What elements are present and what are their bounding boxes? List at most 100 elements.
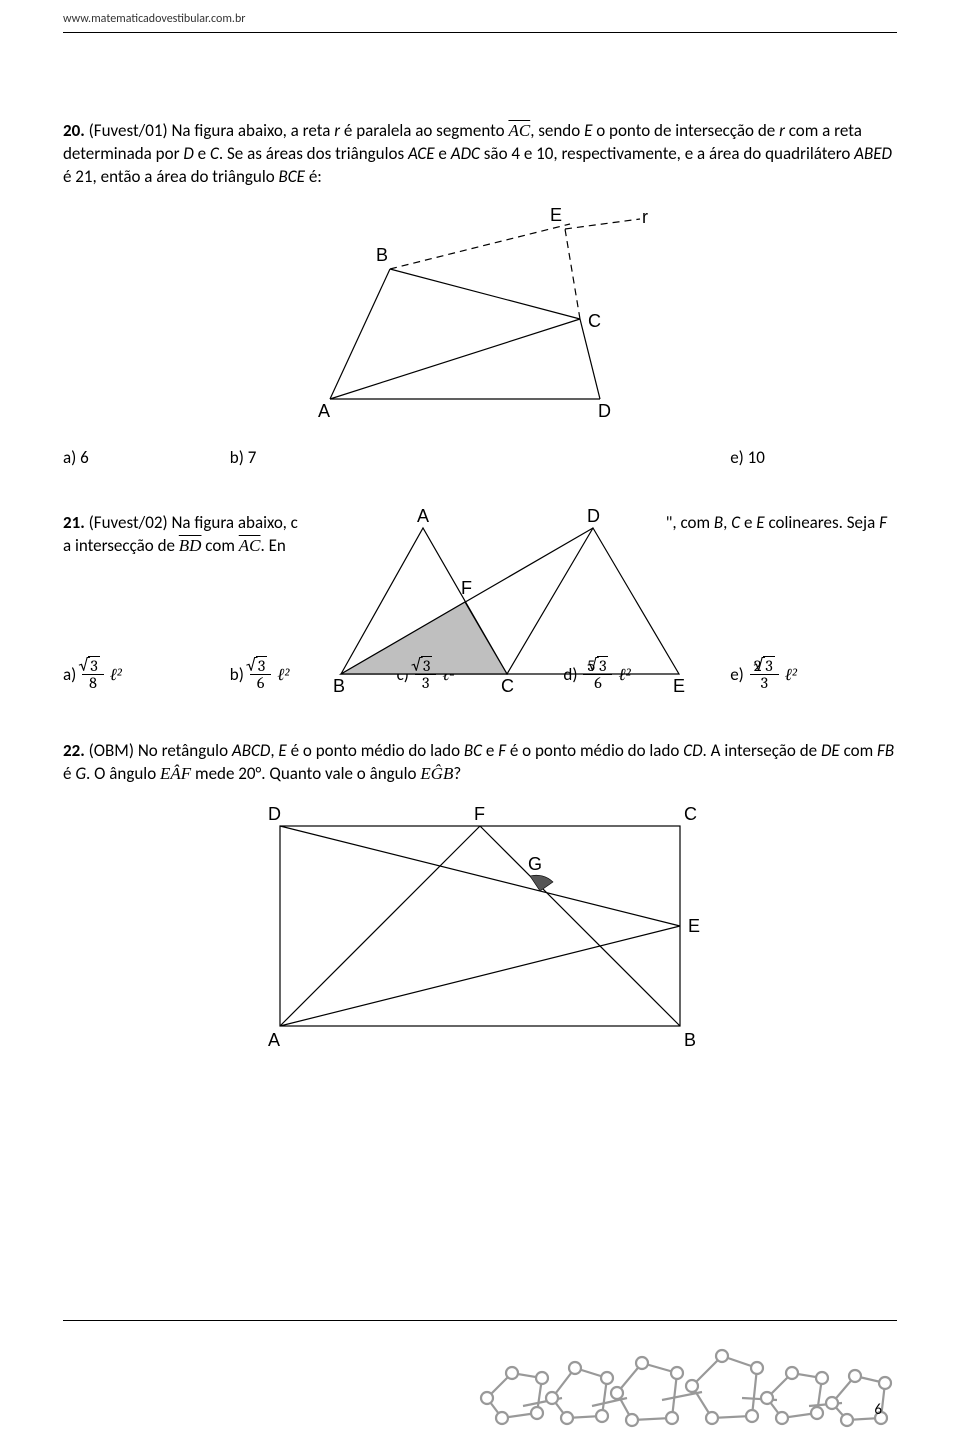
q22-t4: e: [482, 740, 498, 761]
q22-qmark: ?: [453, 763, 461, 784]
q21-AC: AC: [239, 536, 261, 555]
q21-b-l: ℓ²: [277, 665, 289, 685]
page-content: 20. (Fuvest/01) Na figura abaixo, a reta…: [63, 120, 897, 1074]
q20-t8: é 21, então a área do triângulo: [63, 166, 279, 187]
q22-F: F: [498, 740, 506, 761]
q21-t3: colineares. Seja: [765, 512, 879, 533]
q22-ABCD: ABCD: [232, 740, 270, 761]
q21-B: B: [714, 512, 723, 533]
q21-lbl-C: C: [501, 676, 514, 696]
q20-lbl-D: D: [598, 401, 611, 421]
q20-t6: . Se as áreas dos triângulos: [219, 143, 408, 164]
q22-ang2: EĜB: [420, 764, 453, 783]
q20-t4: o ponto de intersecção de: [592, 120, 779, 141]
q22-with: com: [840, 740, 877, 761]
q21-opt-e: e) 23 3 ℓ²: [730, 658, 897, 693]
q20-opt-a: a) 6: [63, 447, 230, 468]
q20-t2: é paralela ao segmento: [340, 120, 508, 141]
q20-seg: AC: [508, 121, 530, 140]
q22-lbl-B: B: [684, 1030, 696, 1050]
q21-svg: A D F B C E: [331, 506, 701, 696]
q22-E: E: [278, 740, 286, 761]
q20-BCE: BCE: [279, 166, 305, 187]
footer-decoration: [467, 1318, 897, 1433]
q21-source: (Fuvest/02): [89, 512, 168, 533]
q20-svg: A B C D E r: [290, 199, 670, 429]
q21-E: E: [756, 512, 764, 533]
q21-e-d: 3: [757, 675, 772, 692]
q20-t9: é:: [305, 166, 322, 187]
q21-d-n: 3: [597, 656, 608, 675]
q21-e-l: ℓ²: [785, 665, 797, 685]
q22-lbl-F: F: [474, 804, 485, 824]
q22-t5: é o ponto médio do lado: [506, 740, 683, 761]
q22-t7: é: [63, 763, 75, 784]
q20-D: D: [183, 143, 193, 164]
footer-svg: [467, 1318, 897, 1428]
q21-figure: A D F B C E: [331, 506, 701, 701]
q21-with: com: [201, 535, 238, 556]
question-22: 22. (OBM) No retângulo ABCD, E é o ponto…: [63, 740, 897, 1056]
q21-a-l: ℓ²: [110, 665, 122, 685]
q21-b-n: 3: [256, 656, 267, 675]
q21-e-n: 3: [763, 656, 774, 675]
q21-opt-a: a) 3 8 ℓ²: [63, 658, 230, 693]
q21-b: b): [230, 664, 244, 685]
q22-FB: FB: [877, 740, 894, 761]
q20-opt-b-txt: b) 7: [230, 447, 257, 468]
q20-t1: Na figura abaixo, a reta: [171, 120, 334, 141]
q22-G: G: [75, 763, 86, 784]
q22-CD: CD: [683, 740, 702, 761]
q22-lbl-E: E: [688, 916, 700, 936]
q21-BD: BD: [179, 536, 202, 555]
q22-lbl-C: C: [684, 804, 697, 824]
q22-source: (OBM): [89, 740, 134, 761]
q22-ang1: EÂF: [160, 764, 191, 783]
q21-a: a): [63, 664, 76, 685]
question-20: 20. (Fuvest/01) Na figura abaixo, a reta…: [63, 120, 897, 468]
q21-lbl-B: B: [333, 676, 345, 696]
q20-C: C: [210, 143, 219, 164]
q22-num: 22.: [63, 740, 85, 761]
page-header-url: www.matematicadovestibular.com.br: [63, 12, 245, 26]
q20-opt-e-txt: e) 10: [730, 447, 765, 468]
q22-DE: DE: [821, 740, 840, 761]
q20-lbl-A: A: [318, 401, 330, 421]
q20-options: a) 6 b) 7 e) 10: [63, 447, 897, 468]
q21-C: C: [731, 512, 740, 533]
q21-a-d: 8: [85, 675, 101, 692]
q20-t7: são 4 e 10, respectivamente, e a área do…: [480, 143, 854, 164]
q22-t8: . O ângulo: [86, 763, 160, 784]
q21-frac-b: 3 6: [250, 658, 271, 693]
q22-figure: D F C E G A B: [63, 796, 897, 1056]
q21-lbl-D: D: [587, 506, 600, 526]
q21-t1: Na figura abaixo, c: [171, 512, 297, 533]
q20-lbl-E: E: [550, 205, 562, 225]
q22-t9: mede 20°. Quanto vale o ângulo: [191, 763, 420, 784]
q21-b-d: 6: [253, 675, 269, 692]
q21-lbl-A: A: [417, 506, 429, 526]
q20-lbl-B: B: [376, 245, 388, 265]
q22-t6: . A interseção de: [703, 740, 821, 761]
q20-opt-a-txt: a) 6: [63, 447, 89, 468]
q20-t3: , sendo: [530, 120, 584, 141]
q21-a-n: 3: [88, 656, 99, 675]
q21-num: 21.: [63, 512, 85, 533]
q22-text: 22. (OBM) No retângulo ABCD, E é o ponto…: [63, 740, 897, 786]
q21-lbl-F: F: [461, 578, 472, 598]
q22-lbl-A: A: [268, 1030, 280, 1050]
page-number: 6: [874, 1401, 882, 1419]
q22-svg: D F C E G A B: [240, 796, 720, 1056]
q20-lbl-C: C: [588, 311, 601, 331]
q20-ADC: ADC: [451, 143, 480, 164]
q20-lbl-r: r: [642, 207, 648, 227]
q21-t4: a intersecção de: [63, 535, 179, 556]
q21-t5: . En: [260, 535, 285, 556]
question-21: A D F B C E 21. (Fuvest/02) Na figura ab…: [63, 512, 897, 692]
q22-BC: BC: [464, 740, 482, 761]
q21-F: F: [879, 512, 887, 533]
q20-num: 20.: [63, 120, 85, 141]
q20-opt-b: b) 7: [230, 447, 397, 468]
q20-and2: e: [435, 143, 451, 164]
q20-text: 20. (Fuvest/01) Na figura abaixo, a reta…: [63, 120, 897, 189]
